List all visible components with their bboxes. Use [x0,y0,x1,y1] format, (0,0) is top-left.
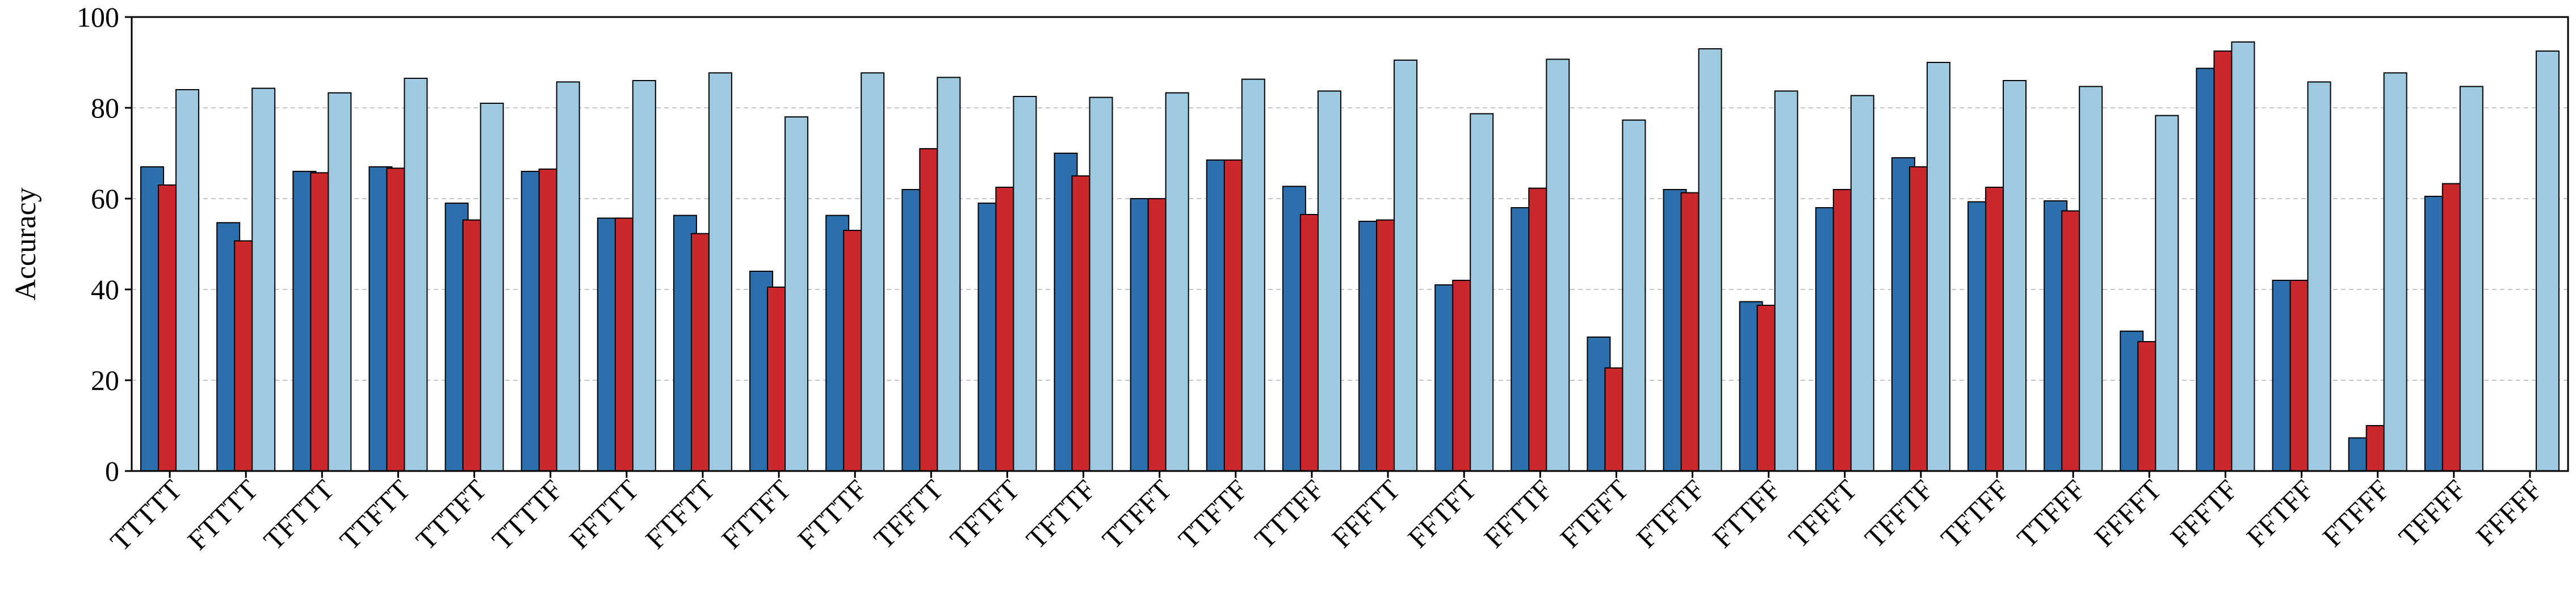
bar-TTTTT-s3 [175,89,200,472]
y-tick-label-5: 100 [77,1,119,33]
bar-FFFTT-s3 [1394,60,1418,472]
plot-frame [131,16,2569,472]
x-tick-label-8: FTTFT [715,473,797,555]
bar-TFTTF-s3 [1089,96,1113,472]
bar-FTTTT-s3 [251,87,276,472]
bar-FTTFF-s3 [1774,90,1798,472]
x-tick-label-22: TFFFT [1782,473,1863,554]
x-tick-label-11: TFTFT [943,473,1025,555]
x-tick-label-25: TTFFF [2011,473,2091,554]
bar-FTTFT-s3 [784,116,809,472]
x-tick-label-30: TFFFF [2393,473,2472,553]
x-tick-label-18: FFTTF [1478,473,1558,554]
x-tick-label-1: FTTTT [181,473,264,556]
bar-TTTTF-s3 [556,81,580,472]
y-tick-label-3: 60 [91,183,119,215]
x-tick-label-26: FFFFT [2088,473,2167,553]
x-tick-label-16: FFFTT [1325,473,1406,554]
x-tick-label-31: FFFFF [2470,473,2548,552]
x-tick-label-5: TTTTF [486,473,569,556]
bars [140,41,2560,472]
bar-TTTFT-s3 [480,103,504,472]
bar-FTFFT-s3 [1622,119,1646,472]
x-tick-label-2: TFTTT [257,473,340,556]
bar-TFTTT-s3 [328,92,352,472]
bar-FFTFF-s3 [2307,81,2331,472]
bar-TFFFF-s3 [2459,86,2483,472]
bar-TTFFF-s3 [2079,86,2103,472]
x-tick-label-3: TTFTT [334,473,417,556]
bar-FTTTF-s3 [861,72,885,472]
bar-FFFTF-s3 [2231,41,2255,472]
bar-FTFFF-s3 [2383,72,2407,472]
y-tick-label-0: 0 [105,455,119,487]
x-tick-label-21: FTTFF [1706,473,1787,554]
x-tick-label-28: FFTFF [2240,473,2319,553]
x-tick-label-13: TTFFT [1096,473,1178,555]
bar-TFFFT-s3 [1850,95,1874,472]
x-tick-label-24: TFTFF [1935,473,2015,554]
bar-FFFFF-s3 [2535,51,2560,472]
x-tick-label-23: TFFTF [1858,473,1939,554]
x-tick-label-10: TFFTT [867,473,949,555]
x-tick-label-20: FTFTF [1630,473,1711,554]
y-axis-label: Accuracy [10,187,42,300]
bar-TFTFT-s3 [1013,96,1037,472]
bar-FTFTT-s3 [708,72,732,472]
x-tick-label-17: FFTFT [1402,473,1482,554]
bar-FFTTF-s3 [1546,58,1570,472]
x-tick-label-7: FTFTT [639,473,721,555]
x-tick-label-15: TTTFF [1248,473,1330,555]
x-tick-label-19: FTFFT [1554,473,1634,554]
bar-TTFTF-s3 [1241,78,1265,472]
bar-TTFFT-s3 [1165,92,1189,472]
bar-TFFTT-s3 [937,77,961,472]
x-axis: TTTTTFTTTTTFTTTTTFTTTTTFTTTTTFFFTTTFTFTT… [104,471,2548,557]
bar-TFTFF-s3 [2003,80,2027,472]
x-tick-label-9: FTTTF [791,473,873,555]
bar-TTTFF-s3 [1317,90,1341,472]
bar-FFTFT-s3 [1470,113,1494,472]
y-tick-label-2: 40 [91,274,119,305]
bar-FFTTT-s3 [632,80,656,472]
x-tick-label-6: FFTTT [563,473,645,555]
x-tick-label-27: FFFTF [2164,473,2243,553]
bar-FTFTF-s3 [1698,48,1722,472]
bar-TTFTT-s3 [404,78,428,472]
y-tick-label-4: 80 [91,92,119,124]
y-tick-label-1: 20 [91,364,119,396]
x-tick-label-29: FTFFF [2317,473,2396,553]
x-tick-label-4: TTTFT [410,473,493,556]
bar-TFFTF-s3 [1926,62,1950,472]
y-axis: 0 20 40 60 80 100 [77,1,132,487]
x-tick-label-12: TFTTF [1020,473,1102,555]
bar-FFFFT-s3 [2155,115,2179,472]
x-tick-label-14: TTFTF [1172,473,1254,555]
